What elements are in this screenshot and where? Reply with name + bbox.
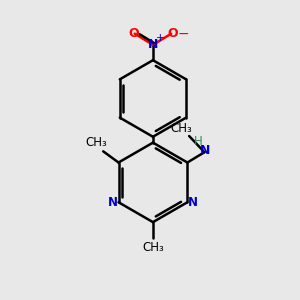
Text: N: N — [200, 144, 210, 157]
Text: −: − — [178, 27, 189, 41]
Text: O: O — [128, 27, 139, 40]
Text: H: H — [194, 134, 203, 148]
Text: O: O — [167, 27, 178, 40]
Text: N: N — [108, 196, 118, 209]
Text: N: N — [188, 196, 198, 209]
Text: CH₃: CH₃ — [86, 136, 108, 149]
Text: CH₃: CH₃ — [142, 241, 164, 254]
Text: N: N — [148, 38, 158, 51]
Text: CH₃: CH₃ — [170, 122, 192, 135]
Text: +: + — [156, 33, 165, 43]
